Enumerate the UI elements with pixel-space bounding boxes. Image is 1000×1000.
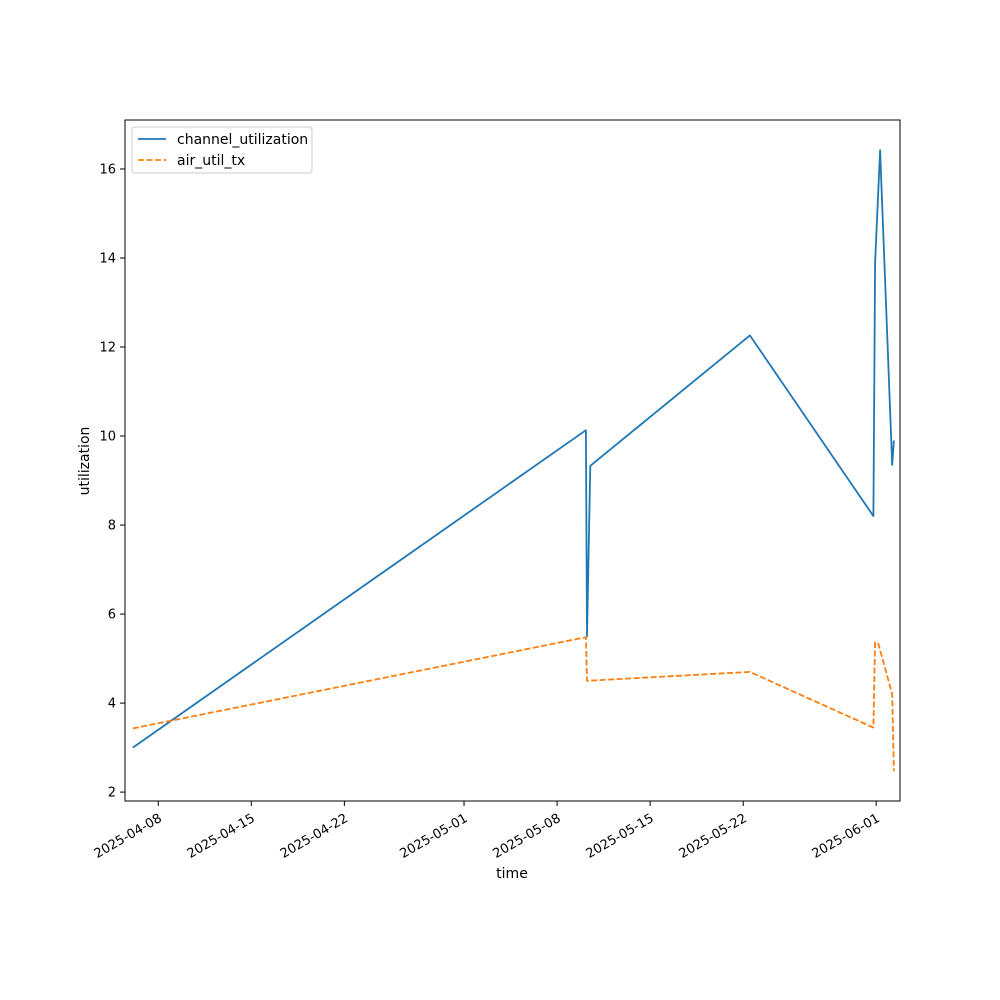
legend: channel_utilization air_util_tx xyxy=(131,126,313,174)
series-line-channel-utilization xyxy=(132,149,895,749)
y-tick-label: 4 xyxy=(108,697,116,712)
y-axis-ticks: 2 4 6 8 10 12 14 16 xyxy=(99,162,125,801)
series-line-air-util-tx xyxy=(132,636,895,772)
y-axis-label: utilization xyxy=(77,427,93,496)
y-tick-label: 8 xyxy=(108,519,116,534)
plot-area xyxy=(124,119,901,802)
y-tick-label: 6 xyxy=(108,608,116,623)
y-tick-label: 12 xyxy=(99,341,116,356)
series-layer xyxy=(132,149,895,772)
legend-box xyxy=(131,126,313,174)
legend-label: channel_utilization xyxy=(177,132,308,148)
y-tick-label: 10 xyxy=(99,430,116,445)
x-axis-label: time xyxy=(496,866,528,882)
y-tick-label: 16 xyxy=(99,162,116,177)
y-tick-label: 14 xyxy=(99,251,116,266)
legend-label: air_util_tx xyxy=(177,153,245,169)
y-tick-label: 2 xyxy=(108,786,116,801)
